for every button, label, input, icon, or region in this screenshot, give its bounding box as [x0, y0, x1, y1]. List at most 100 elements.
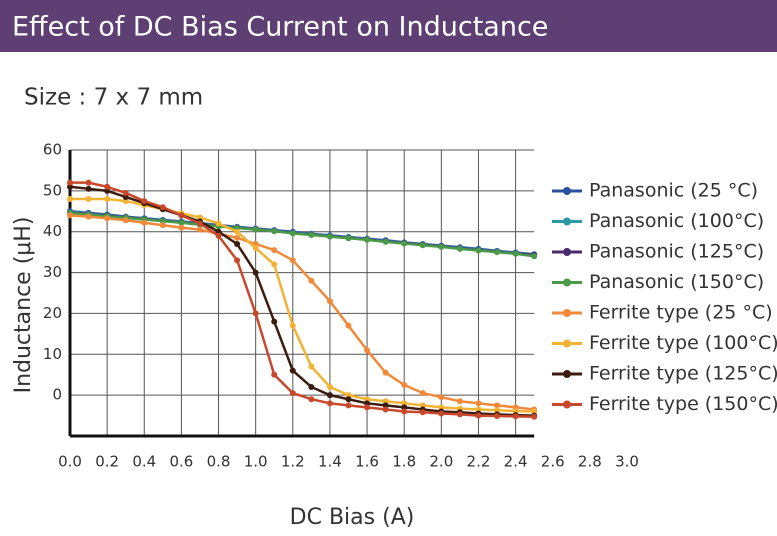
data-point	[512, 413, 519, 420]
legend-label: Ferrite type (100°C)	[589, 332, 777, 354]
data-point	[67, 179, 73, 186]
data-point	[271, 228, 278, 235]
x-tick-label: 1.4	[318, 453, 342, 471]
data-point	[271, 247, 278, 254]
data-point	[159, 222, 166, 229]
data-point	[438, 243, 445, 250]
data-point	[419, 242, 426, 249]
legend-label: Ferrite type (25 °C)	[589, 302, 773, 324]
data-point	[271, 261, 278, 268]
y-axis-label: Inductance (μH)	[11, 217, 36, 394]
legend-marker	[563, 248, 571, 256]
series-line	[70, 197, 535, 413]
data-point	[289, 322, 296, 329]
x-tick-label: 0.8	[207, 453, 231, 471]
legend-marker	[563, 187, 571, 195]
data-point	[234, 228, 241, 235]
x-tick-label: 2.2	[467, 453, 491, 471]
data-point	[382, 406, 389, 413]
data-point	[178, 212, 185, 219]
data-point	[345, 322, 352, 329]
subtitle: Size : 7 x 7 mm	[24, 85, 203, 111]
data-point	[475, 247, 482, 254]
y-tick-label: 60	[43, 141, 62, 159]
data-point	[475, 400, 482, 407]
data-point	[104, 183, 111, 190]
legend-label: Ferrite type (125°C)	[589, 363, 777, 385]
legend-marker	[563, 309, 571, 317]
data-point	[326, 298, 333, 305]
data-point	[252, 226, 259, 233]
data-point	[512, 250, 519, 257]
data-point	[215, 220, 222, 227]
data-point	[326, 392, 333, 399]
data-point	[141, 198, 148, 205]
data-point	[364, 347, 371, 354]
legend-label: Panasonic (25 °C)	[589, 180, 758, 202]
series-line	[70, 181, 535, 419]
data-point	[494, 402, 501, 409]
data-point	[419, 390, 426, 397]
data-point	[345, 235, 352, 242]
data-point	[178, 224, 185, 231]
data-point	[271, 318, 278, 325]
data-point	[531, 413, 538, 420]
data-point	[178, 219, 185, 226]
data-point	[85, 213, 92, 220]
data-point	[215, 232, 222, 239]
data-point	[308, 396, 315, 403]
x-tick-label: 0.6	[169, 453, 193, 471]
data-point	[438, 394, 445, 401]
data-point	[289, 390, 296, 397]
data-point	[67, 212, 73, 219]
data-point	[85, 196, 92, 203]
data-point	[326, 233, 333, 240]
data-point	[85, 179, 92, 186]
series-line	[69, 185, 535, 417]
data-point	[419, 409, 426, 416]
chart-title: Effect of DC Bias Current on Inductance	[12, 12, 548, 43]
data-point	[308, 231, 315, 238]
x-tick-label: 2.8	[578, 453, 602, 471]
header-bar	[0, 0, 777, 52]
x-tick-label: 2.4	[504, 453, 528, 471]
legend-marker	[563, 217, 571, 226]
x-tick-label: 2.6	[541, 453, 565, 471]
x-axis-label: DC Bias (A)	[290, 505, 415, 530]
data-point	[364, 404, 371, 411]
legend-marker	[563, 278, 571, 287]
y-tick-label: 50	[43, 181, 62, 199]
data-point	[289, 367, 296, 374]
data-point	[234, 257, 241, 264]
x-tick-label: 0.2	[95, 453, 119, 471]
y-tick-label: 10	[43, 345, 62, 363]
series-line	[69, 214, 535, 411]
y-tick-label: 20	[43, 304, 62, 322]
data-point	[85, 185, 92, 192]
data-point	[345, 402, 352, 409]
legend-label: Panasonic (150°C)	[589, 271, 764, 293]
data-point	[364, 236, 371, 243]
data-point	[456, 245, 463, 252]
legend-marker	[563, 339, 571, 348]
data-point	[159, 204, 166, 211]
data-point	[308, 363, 315, 370]
data-point	[494, 412, 501, 419]
data-point	[308, 277, 315, 284]
data-point	[104, 215, 111, 222]
data-point	[67, 196, 73, 203]
data-point	[382, 369, 389, 376]
legend-label: Panasonic (125°C)	[589, 241, 764, 263]
data-point	[531, 253, 538, 260]
y-tick-label: 40	[43, 222, 62, 240]
data-point	[122, 217, 129, 224]
legend-label: Panasonic (100°C)	[589, 210, 764, 232]
data-point	[271, 371, 278, 378]
data-point	[289, 230, 296, 237]
series-line	[69, 211, 535, 258]
data-point	[456, 411, 463, 418]
y-tick-label: 30	[43, 263, 62, 281]
data-point	[104, 196, 111, 203]
data-point	[401, 381, 408, 388]
